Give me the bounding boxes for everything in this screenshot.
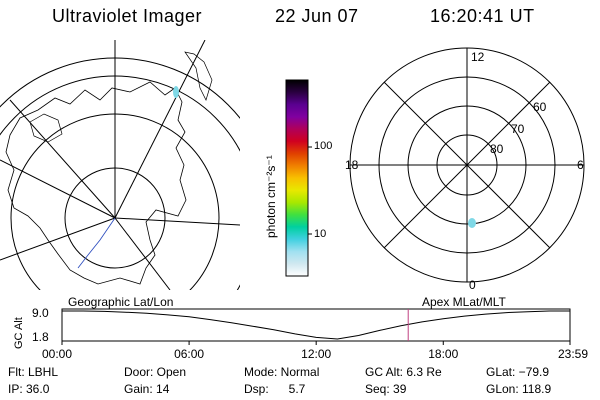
status-ip: IP: 36.0 — [8, 382, 50, 396]
status-gc-alt: GC Alt: 6.3 Re — [365, 365, 442, 379]
timeline-right-label: Apex MLat/MLT — [422, 295, 506, 309]
status-gain: Gain: 14 — [124, 382, 170, 396]
geographic-map — [0, 40, 240, 290]
colorbar-tick-10: 10 — [314, 228, 327, 240]
status-seq: Seq: 39 — [365, 382, 407, 396]
clock-label-6: 6 — [577, 158, 584, 172]
colorbar-strip — [285, 79, 309, 277]
timeline-ylabel: GC Alt — [13, 317, 25, 349]
coastline — [5, 81, 187, 285]
colorbar-unit-label: photon cm⁻²s⁻¹ — [264, 155, 278, 238]
colorbar-tick-100: 100 — [314, 140, 333, 152]
map-lat-circle — [0, 75, 240, 290]
x-tick-label: 23:59 — [558, 347, 588, 361]
lat-label-70: 70 — [511, 122, 525, 136]
status-glon: GLon: 118.9 — [486, 382, 552, 396]
timeline-left-label: Geographic Lat/Lon — [68, 295, 174, 309]
clock-label-12: 12 — [471, 50, 485, 64]
lat-label-80: 80 — [490, 142, 504, 156]
header-time: 16:20:41 UT — [430, 6, 535, 26]
x-tick-label: 18:00 — [428, 347, 458, 361]
y-tick-top: 9.0 — [32, 306, 49, 320]
status-glat: GLat: −79.9 — [486, 365, 550, 379]
status-dsp: Dsp: 5.7 — [244, 382, 306, 396]
colorbar: photon cm⁻²s⁻¹ — [264, 79, 312, 277]
x-tick-label: 12:00 — [301, 347, 331, 361]
x-tick-label: 06:00 — [174, 347, 204, 361]
polar-emission — [468, 218, 476, 228]
instrument-title: Ultraviolet Imager — [52, 6, 203, 26]
status-flt: Flt: LBHL — [8, 365, 59, 379]
clock-label-0: 0 — [469, 278, 476, 290]
y-tick-bottom: 1.8 — [32, 330, 49, 344]
header-date: 22 Jun 07 — [275, 6, 359, 26]
altitude-series-line — [62, 310, 570, 340]
status-door: Door: Open — [124, 365, 187, 379]
clock-label-18: 18 — [345, 158, 359, 172]
aurora-emission — [173, 86, 179, 98]
map-lat-circle — [0, 57, 240, 119]
x-tick-label: 00:00 — [42, 347, 72, 361]
polar-plot: 12 18 6 0 60 70 80 — [345, 47, 585, 290]
status-mode: Mode: Normal — [244, 365, 320, 379]
altitude-timeline: GC Alt 9.0 1.8 00:00 06:00 12:00 18:00 23:59 — [13, 306, 588, 361]
lat-label-60: 60 — [533, 100, 547, 114]
